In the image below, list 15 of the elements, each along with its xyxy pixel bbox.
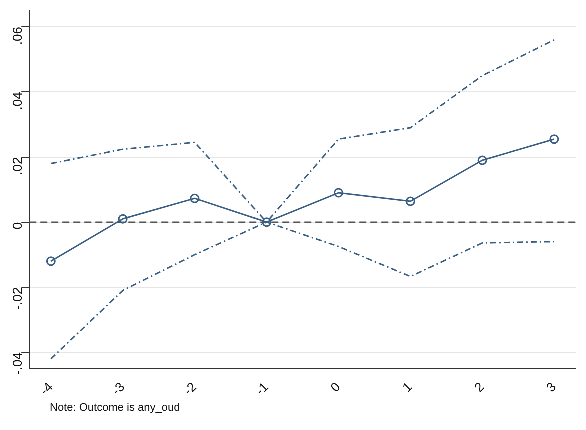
y-tick-label: -.04 [10, 352, 26, 375]
x-tick-label: -4 [37, 379, 56, 398]
y-tick-label: 0 [10, 222, 26, 230]
x-tick-label: 3 [543, 379, 560, 396]
x-tick-label: 0 [328, 379, 344, 396]
x-tick-label: -3 [108, 379, 128, 398]
y-tick-label: .02 [10, 157, 26, 176]
y-tick-label: .06 [10, 27, 26, 46]
text: Note: Outcome is any_oud [50, 402, 182, 414]
x-tick-label: 1 [400, 379, 416, 396]
x-tick-label: -1 [252, 379, 272, 398]
y-tick-label: .04 [10, 92, 26, 110]
y-tick-label: -.02 [10, 287, 26, 310]
x-tick-label: 2 [471, 379, 488, 396]
x-tick-label: -2 [180, 379, 200, 398]
